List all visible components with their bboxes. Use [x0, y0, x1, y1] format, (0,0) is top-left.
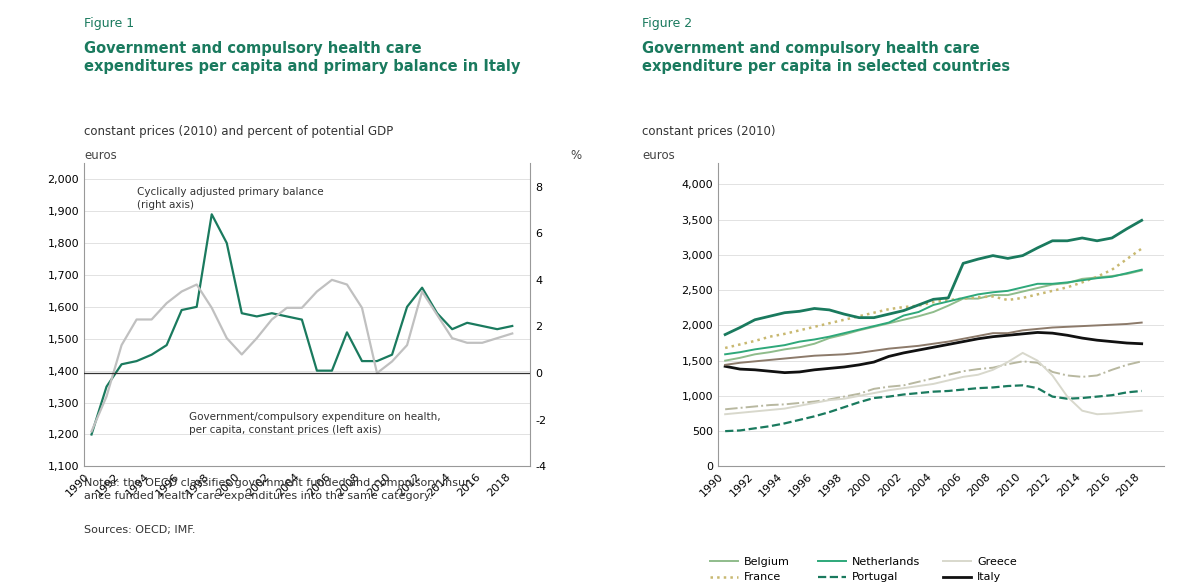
Text: Government and compulsory health care
expenditure per capita in selected countri: Government and compulsory health care ex… [642, 41, 1010, 74]
Text: Government and compulsory health care
expenditures per capita and primary balanc: Government and compulsory health care ex… [84, 41, 521, 74]
Text: Figure 2: Figure 2 [642, 17, 692, 30]
Text: Figure 1: Figure 1 [84, 17, 134, 30]
Text: Cyclically adjusted primary balance
(right axis): Cyclically adjusted primary balance (rig… [137, 187, 323, 209]
Legend: Belgium, France, Germany, Netherlands, Portugal, Spain, Greece, Italy, Euro area: Belgium, France, Germany, Netherlands, P… [710, 557, 1031, 583]
Text: euros: euros [84, 149, 116, 161]
Text: constant prices (2010) and percent of potential GDP: constant prices (2010) and percent of po… [84, 125, 394, 138]
Text: %: % [570, 149, 581, 161]
Text: euros: euros [642, 149, 674, 161]
Text: Sources: OECD; IMF.: Sources: OECD; IMF. [84, 525, 196, 535]
Text: Government/compulsory expenditure on health,
per capita, constant prices (left a: Government/compulsory expenditure on hea… [190, 412, 440, 434]
Text: Notes: the OECD classifies government funded and compulsory insur-
ance funded h: Notes: the OECD classifies government fu… [84, 478, 473, 501]
Text: constant prices (2010): constant prices (2010) [642, 125, 775, 138]
